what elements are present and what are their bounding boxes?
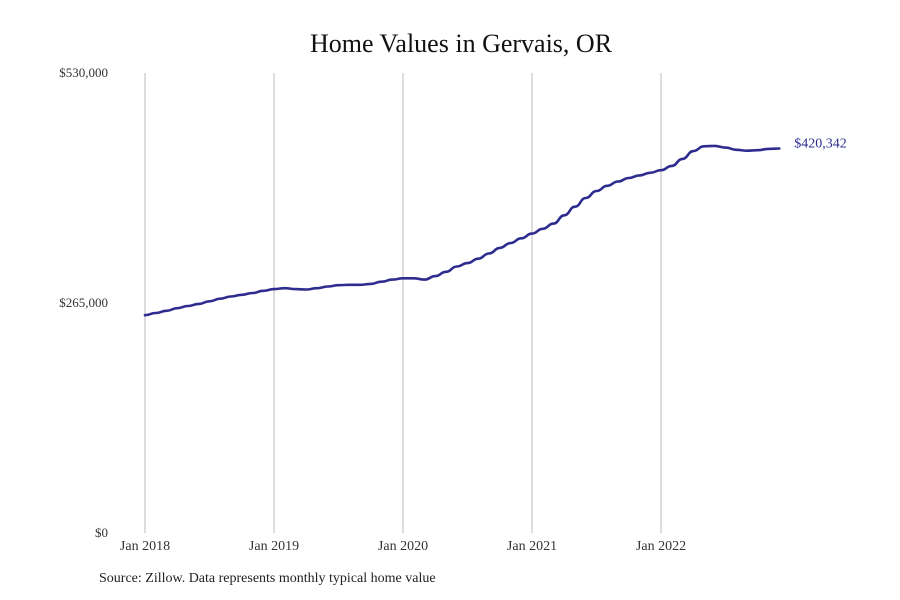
x-tick-label: Jan 2021 [507, 539, 557, 554]
grid-layer [144, 73, 662, 533]
x-tick-label: Jan 2019 [249, 539, 299, 554]
y-axis-ticks: $530,000 $265,000 $0 [59, 65, 108, 540]
last-value-label: $420,342 [794, 137, 847, 152]
y-tick-label: $530,000 [59, 65, 108, 80]
y-tick-label: $265,000 [59, 295, 108, 310]
x-tick-label: Jan 2020 [378, 539, 428, 554]
series-layer [143, 144, 781, 317]
chart-title: Home Values in Gervais, OR [310, 29, 613, 58]
x-tick-label: Jan 2022 [636, 539, 686, 554]
x-axis-ticks: Jan 2018 Jan 2019 Jan 2020 Jan 2021 Jan 2022 [120, 539, 686, 554]
home-value-line [143, 144, 781, 317]
source-note: Source: Zillow. Data represents monthly … [99, 571, 436, 586]
y-tick-label: $0 [95, 525, 108, 540]
x-tick-label: Jan 2018 [120, 539, 170, 554]
